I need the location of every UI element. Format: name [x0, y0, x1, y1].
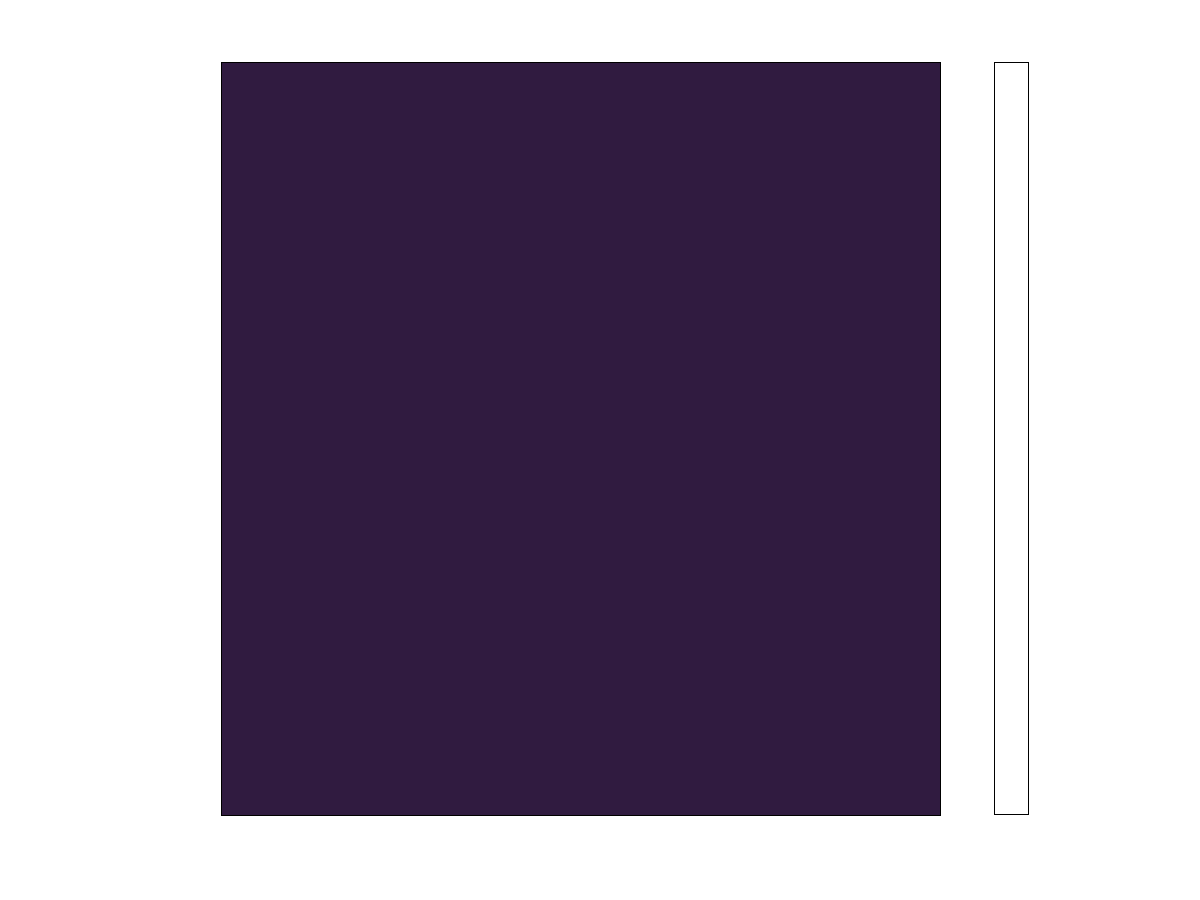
plot-area: [221, 62, 941, 816]
occupancy-heatmap-canvas: [222, 63, 940, 815]
colorbar-gradient: [995, 63, 1028, 814]
colorbar: [994, 62, 1029, 815]
